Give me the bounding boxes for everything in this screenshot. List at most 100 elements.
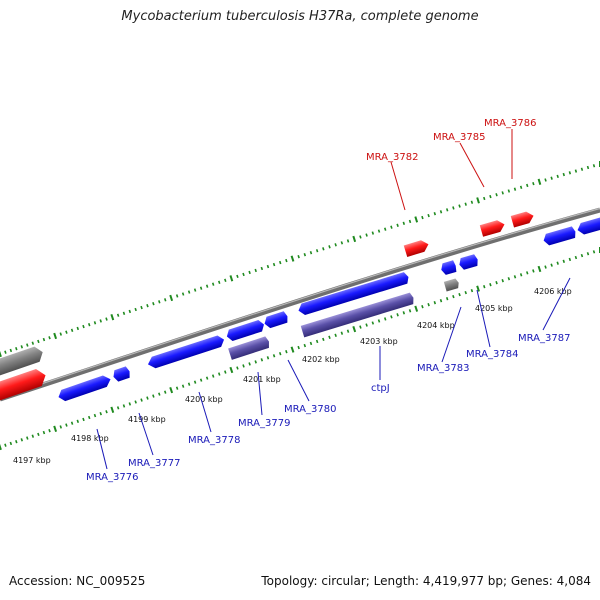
minor-tick <box>205 376 209 380</box>
feature-mra-3784[interactable] <box>458 254 480 271</box>
feature-mra-3785[interactable] <box>479 219 506 237</box>
feature-mra-3780[interactable] <box>297 271 410 316</box>
minor-tick <box>158 300 161 304</box>
minor-tick <box>218 280 221 284</box>
tick-label: 4198 kbp <box>71 434 109 443</box>
minor-tick <box>507 277 511 281</box>
gene-label-mra-3777[interactable]: MRA_3777 <box>128 458 180 469</box>
minor-tick <box>297 345 300 350</box>
minor-tick <box>105 410 108 414</box>
minor-tick <box>175 386 179 390</box>
minor-tick <box>544 265 547 269</box>
major-tick <box>476 197 480 204</box>
gene-label-mra-3783[interactable]: MRA_3783 <box>417 363 469 374</box>
minor-tick <box>70 421 74 425</box>
tick-label: 4203 kbp <box>360 337 398 346</box>
major-tick <box>0 443 2 451</box>
feature-mra-3776[interactable] <box>57 374 113 403</box>
tick-label: 4197 kbp <box>13 456 51 465</box>
minor-tick <box>439 298 443 303</box>
feature-small-blue-c[interactable] <box>440 260 458 276</box>
gene-label-mra-3779[interactable]: MRA_3779 <box>238 418 290 429</box>
gene-label-mra-3778[interactable]: MRA_3778 <box>188 435 240 446</box>
gene-label-mra-3786[interactable]: MRA_3786 <box>484 118 536 129</box>
feature-blue-right-edge[interactable] <box>576 216 600 236</box>
minor-tick <box>445 208 449 212</box>
minor-tick <box>278 352 282 356</box>
feature-mra-3783[interactable] <box>443 278 460 292</box>
minor-tick <box>134 400 137 404</box>
minor-tick <box>260 266 264 271</box>
minor-tick <box>128 309 132 314</box>
minor-tick <box>489 282 492 287</box>
major-tick <box>352 235 357 243</box>
minor-tick <box>285 349 288 354</box>
minor-tick <box>48 336 51 340</box>
minor-tick <box>122 311 126 316</box>
minor-tick <box>218 372 221 376</box>
feature-red-left[interactable] <box>0 367 48 403</box>
feature-mra-3786[interactable] <box>510 210 535 228</box>
minor-tick <box>224 278 227 282</box>
tick-label: 4206 kbp <box>534 287 572 296</box>
feature-gray-left[interactable] <box>0 345 45 378</box>
minor-tick <box>433 212 437 216</box>
gene-label-mra-3780[interactable]: MRA_3780 <box>284 404 336 415</box>
tick-label: 4204 kbp <box>417 321 455 330</box>
minor-tick <box>9 348 13 353</box>
minor-tick <box>4 443 7 447</box>
feature-small-blue-a[interactable] <box>112 366 132 383</box>
minor-tick <box>483 284 486 289</box>
feature-ctpj[interactable] <box>300 292 415 338</box>
minor-tick <box>526 183 529 188</box>
minor-tick <box>175 294 179 298</box>
minor-tick <box>513 187 517 191</box>
minor-tick <box>458 204 461 208</box>
tick-label: 4205 kbp <box>475 304 513 313</box>
gene-label-mra-3782[interactable]: MRA_3782 <box>366 152 418 163</box>
minor-tick <box>15 346 18 351</box>
major-tick <box>537 178 542 185</box>
minor-tick <box>187 382 191 386</box>
minor-tick <box>122 404 126 408</box>
minor-tick <box>236 274 239 279</box>
gene-label-mra-3784[interactable]: MRA_3784 <box>466 349 518 360</box>
gene-label-mra-3776[interactable]: MRA_3776 <box>86 472 138 483</box>
feature-mra-3779[interactable] <box>228 336 271 360</box>
minor-tick <box>359 235 362 239</box>
minor-tick <box>322 337 325 342</box>
minor-tick <box>458 292 461 297</box>
minor-tick <box>562 172 565 177</box>
feature-small-blue-b[interactable] <box>263 311 290 330</box>
label-leaders-red <box>390 129 513 211</box>
minor-tick <box>15 439 18 444</box>
feature-mra-3787[interactable] <box>542 226 577 247</box>
outer-tick-track <box>0 161 600 358</box>
minor-tick <box>390 315 393 319</box>
minor-tick <box>70 328 74 333</box>
minor-tick <box>254 360 257 364</box>
feature-mra-3779b[interactable] <box>225 319 266 342</box>
minor-tick <box>211 374 215 378</box>
minor-tick <box>470 288 474 293</box>
tick-label: 4201 kbp <box>243 375 281 384</box>
minor-tick <box>501 279 504 283</box>
minor-tick <box>99 319 102 323</box>
minor-tick <box>116 313 120 317</box>
minor-tick <box>248 362 251 366</box>
feature-mra-3778[interactable] <box>146 334 226 370</box>
gene-label-mra-3787[interactable]: MRA_3787 <box>518 333 570 344</box>
gene-label-mra-3785[interactable]: MRA_3785 <box>433 132 485 143</box>
minor-tick <box>42 430 46 435</box>
minor-tick <box>199 286 203 290</box>
minor-tick <box>519 185 523 189</box>
minor-tick <box>452 206 455 210</box>
gene-label-ctpj[interactable]: ctpJ <box>371 383 390 394</box>
major-tick <box>110 313 115 321</box>
genome-backbone <box>0 207 600 402</box>
minor-tick <box>93 321 97 325</box>
feature-mra-3782[interactable] <box>403 238 430 257</box>
minor-tick <box>31 434 35 438</box>
minor-tick <box>146 303 149 308</box>
